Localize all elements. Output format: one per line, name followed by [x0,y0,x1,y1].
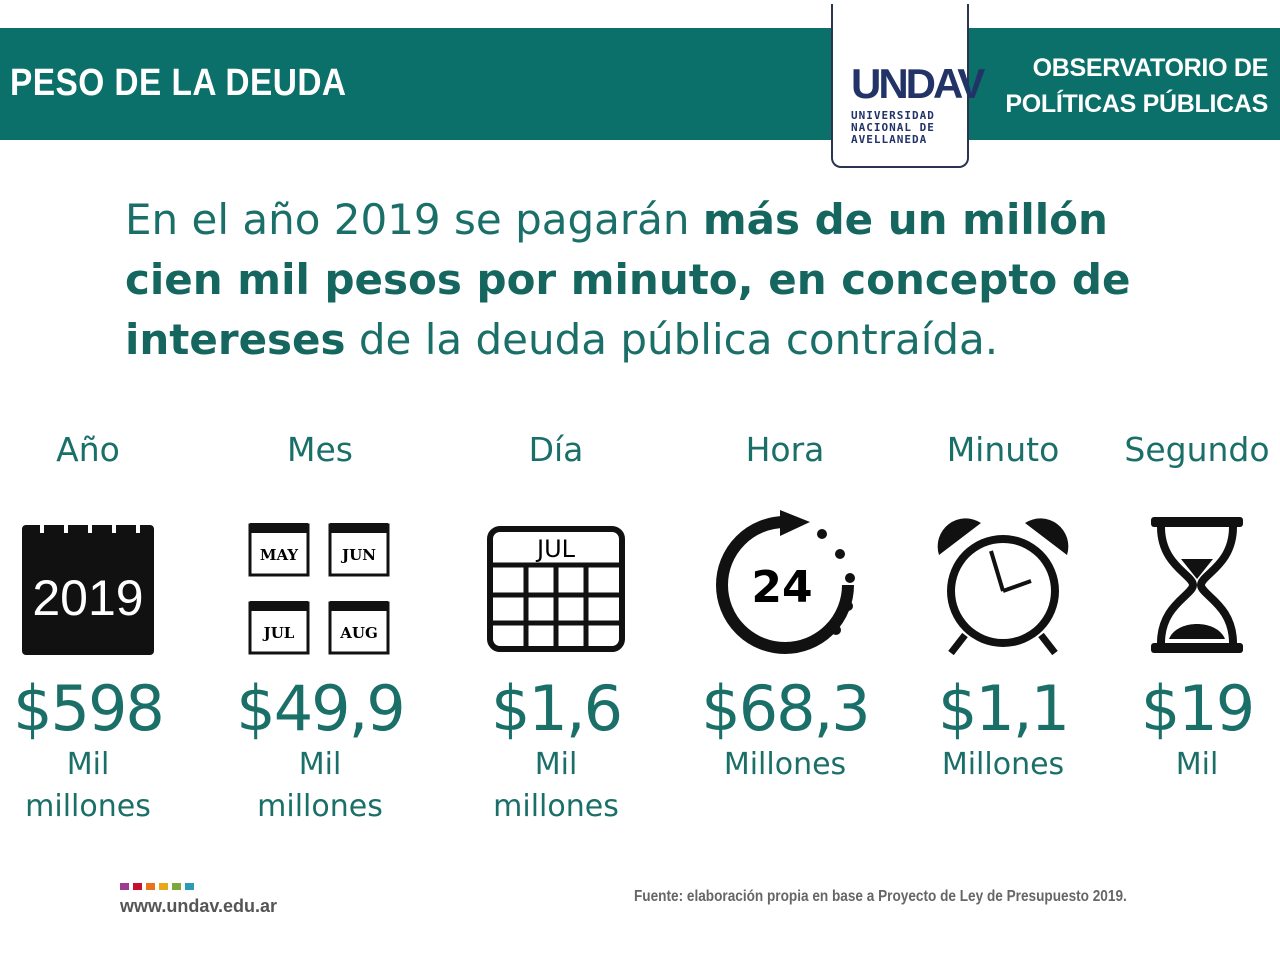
item-unit: Mil [534,747,578,782]
logo-line-1: UNIVERSIDAD [851,109,935,122]
item-label: Segundo [1124,430,1270,469]
header-band [0,28,1280,140]
svg-text:MAY: MAY [260,546,298,564]
clock-24-icon: 24 [675,500,895,670]
headline-part-2: de la deuda pública contraída. [345,315,999,364]
observatory-title: OBSERVATORIO DE POLÍTICAS PÚBLICAS [978,50,1268,122]
calendar-year-icon: 2019 [0,500,198,670]
item-unit: Millones [941,747,1065,782]
undav-logo: UNDAV UNIVERSIDAD NACIONAL DE AVELLANEDA [831,4,985,168]
item-unit: Mil [66,747,110,782]
item-label: Día [528,430,584,469]
item-month: Mes MAY JUN JUL AUG $49,9 Mil millones [210,430,430,828]
item-minute: Minuto $1,1 Millones [893,430,1113,786]
item-value: $1,6 [490,672,623,745]
item-unit: millones [25,789,151,824]
item-value: $598 [13,672,165,745]
observatory-line-1: OBSERVATORIO DE [1032,54,1269,82]
observatory-line-2: POLÍTICAS PÚBLICAS [1005,90,1268,118]
item-year: Año 2019 $598 Mil millones [0,430,198,828]
item-label: Año [56,430,120,469]
item-label: Hora [745,430,825,469]
svg-text:JUN: JUN [340,546,376,564]
item-value: $68,3 [701,672,871,745]
item-unit: Mil [1175,747,1219,782]
color-squares [120,883,194,890]
item-value: $49,9 [236,672,406,745]
item-unit: Mil [298,747,342,782]
svg-text:24: 24 [751,562,812,613]
svg-text:2019: 2019 [32,570,143,626]
logo-text: UNIVERSIDAD NACIONAL DE AVELLANEDA [851,110,935,146]
svg-text:JUL: JUL [262,624,295,642]
logo-mark: UNDAV [851,60,985,107]
page-title: PESO DE LA DEUDA [10,62,347,104]
item-second: Segundo $19 Mil [1087,430,1280,786]
calendar-day-icon: JUL [446,500,666,670]
item-day: Día JUL $1,6 Mil millones [446,430,666,828]
website-url[interactable]: www.undav.edu.ar [120,896,278,916]
item-value: $19 [1140,672,1255,745]
source-note: Fuente: elaboración propia en base a Pro… [634,888,1127,905]
item-hour: Hora 24 $68,3 Millones [675,430,895,786]
logo-line-2: NACIONAL DE [851,121,935,134]
item-value: $1,1 [937,672,1070,745]
headline: En el año 2019 se pagarán más de un mill… [125,190,1205,370]
logo-line-3: AVELLANEDA [851,133,928,146]
alarm-clock-icon [893,500,1113,670]
calendar-months-icon: MAY JUN JUL AUG [210,500,430,670]
item-label: Minuto [946,430,1060,469]
item-label: Mes [287,430,353,469]
headline-part-1: En el año 2019 se pagarán [125,195,703,244]
svg-text:AUG: AUG [339,624,378,642]
item-unit: millones [493,789,619,824]
hourglass-icon [1087,500,1280,670]
headline-bold: más de un millón cien mil pesos por minu… [125,195,1131,364]
item-unit: millones [257,789,383,824]
item-unit: Millones [723,747,847,782]
svg-text:JUL: JUL [535,535,576,563]
